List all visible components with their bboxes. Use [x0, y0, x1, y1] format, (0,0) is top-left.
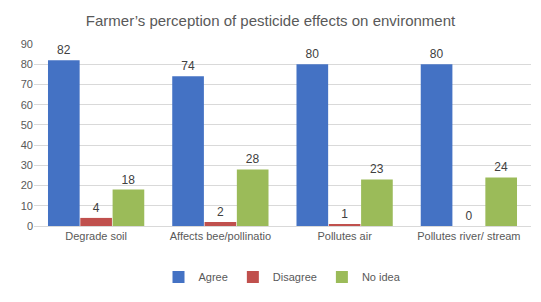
- svg-text:60: 60: [21, 99, 33, 111]
- svg-text:80: 80: [305, 47, 319, 61]
- svg-text:Agree: Agree: [199, 271, 228, 283]
- svg-text:90: 90: [21, 38, 33, 50]
- svg-text:20: 20: [21, 179, 33, 191]
- svg-text:28: 28: [246, 152, 260, 166]
- svg-text:10: 10: [21, 200, 33, 212]
- svg-text:23: 23: [370, 162, 384, 176]
- svg-text:80: 80: [430, 47, 444, 61]
- svg-text:0: 0: [27, 220, 33, 232]
- svg-text:74: 74: [181, 59, 195, 73]
- svg-text:Degrade soil: Degrade soil: [65, 230, 127, 242]
- svg-text:50: 50: [21, 119, 33, 131]
- svg-text:40: 40: [21, 139, 33, 151]
- svg-text:Pollutes river/ stream: Pollutes river/ stream: [417, 230, 520, 242]
- svg-text:18: 18: [122, 173, 136, 187]
- svg-text:No idea: No idea: [362, 271, 401, 283]
- svg-text:Affects bee/pollinatio: Affects bee/pollinatio: [170, 230, 271, 242]
- svg-text:2: 2: [217, 205, 224, 219]
- svg-text:Pollutes air: Pollutes air: [317, 230, 372, 242]
- svg-text:Disagree: Disagree: [273, 271, 317, 283]
- svg-text:1: 1: [341, 207, 348, 221]
- svg-text:0: 0: [465, 209, 472, 223]
- svg-text:30: 30: [21, 159, 33, 171]
- svg-text:4: 4: [93, 201, 100, 215]
- svg-text:70: 70: [21, 78, 33, 90]
- svg-text:Farmer’s perception of pestici: Farmer’s perception of pesticide effects…: [86, 12, 456, 29]
- svg-text:82: 82: [57, 43, 71, 57]
- svg-text:24: 24: [494, 160, 508, 174]
- svg-text:80: 80: [21, 58, 33, 70]
